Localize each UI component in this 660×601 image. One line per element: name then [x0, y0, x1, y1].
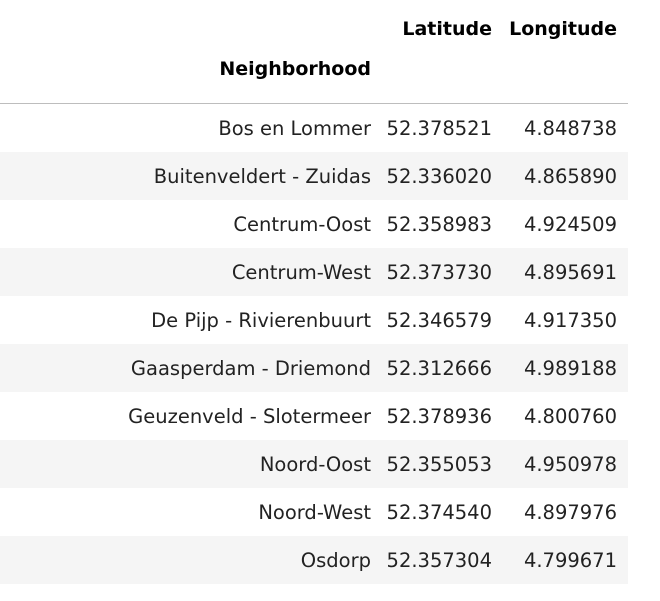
latitude-cell: 52.336020	[382, 152, 503, 200]
table-row: Geuzenveld - Slotermeer 52.378936 4.8007…	[0, 392, 628, 440]
row-index-cell: Centrum-West	[0, 248, 382, 296]
row-index-cell: Bos en Lommer	[218, 116, 371, 140]
longitude-cell: 4.895691	[503, 248, 628, 296]
longitude-cell: 4.848738	[523, 116, 617, 140]
longitude-cell: 4.924509	[523, 212, 617, 236]
table-row: De Pijp - Rivierenbuurt 52.346579 4.9173…	[0, 296, 628, 344]
column-header-longitude: Longitude	[509, 18, 617, 40]
table-row: Bos en Lommer 52.378521 4.848738	[0, 104, 628, 153]
latitude-cell: 52.346579	[386, 308, 492, 332]
table-row: Buitenveldert - Zuidas 52.336020 4.86589…	[0, 152, 628, 200]
latitude-cell: 52.312666	[382, 344, 503, 392]
longitude-cell: 4.799671	[503, 536, 628, 584]
latitude-cell: 52.358983	[386, 212, 492, 236]
row-index-cell: Geuzenveld - Slotermeer	[128, 404, 371, 428]
blank-header-cell	[382, 56, 503, 104]
latitude-cell: 52.378936	[386, 404, 492, 428]
longitude-cell: 4.800760	[523, 404, 617, 428]
latitude-cell: 52.373730	[382, 248, 503, 296]
row-index-cell: Noord-West	[258, 500, 371, 524]
table-row: Noord-West 52.374540 4.897976	[0, 488, 628, 536]
latitude-cell: 52.357304	[382, 536, 503, 584]
table-row: Gaasperdam - Driemond 52.312666 4.989188	[0, 344, 628, 392]
row-index-cell: De Pijp - Rivierenbuurt	[151, 308, 371, 332]
table-row: Noord-Oost 52.355053 4.950978	[0, 440, 628, 488]
table-row: Osdorp 52.357304 4.799671	[0, 536, 628, 584]
blank-header-cell	[0, 0, 382, 56]
row-index-cell: Osdorp	[0, 536, 382, 584]
column-header-latitude: Latitude	[402, 18, 492, 40]
latitude-cell: 52.374540	[386, 500, 492, 524]
table-body: Bos en Lommer 52.378521 4.848738 Buitenv…	[0, 104, 628, 584]
latitude-cell: 52.355053	[382, 440, 503, 488]
latitude-cell: 52.378521	[386, 116, 492, 140]
row-index-cell: Gaasperdam - Driemond	[0, 344, 382, 392]
table-row: Centrum-Oost 52.358983 4.924509	[0, 200, 628, 248]
longitude-cell: 4.917350	[523, 308, 617, 332]
column-header-row: Latitude Longitude	[0, 0, 628, 56]
table-row: Centrum-West 52.373730 4.895691	[0, 248, 628, 296]
index-name-header: Neighborhood	[0, 56, 382, 104]
blank-header-cell	[503, 56, 628, 104]
longitude-cell: 4.950978	[503, 440, 628, 488]
longitude-cell: 4.897976	[523, 500, 617, 524]
index-name-row: Neighborhood	[0, 56, 628, 104]
row-index-cell: Noord-Oost	[0, 440, 382, 488]
dataframe-output: Latitude Longitude Neighborhood Bos en L…	[0, 0, 628, 584]
table-header: Latitude Longitude Neighborhood	[0, 0, 628, 104]
dataframe-table: Latitude Longitude Neighborhood Bos en L…	[0, 0, 628, 584]
row-index-cell: Buitenveldert - Zuidas	[0, 152, 382, 200]
longitude-cell: 4.989188	[503, 344, 628, 392]
longitude-cell: 4.865890	[503, 152, 628, 200]
row-index-cell: Centrum-Oost	[233, 212, 371, 236]
